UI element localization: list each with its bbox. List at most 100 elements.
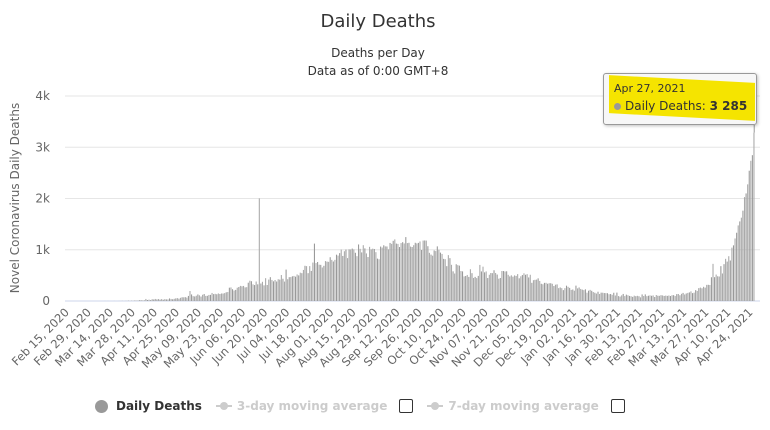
bar [696,290,698,301]
bar [444,259,446,301]
bar [529,274,531,301]
bar [480,271,482,301]
bar [493,270,495,301]
bar [679,295,681,301]
bar [405,237,407,301]
bar [532,280,534,301]
bar [222,293,224,301]
legend-item-3-day-average[interactable]: 3-day moving average [215,399,387,413]
bar [518,278,520,301]
bar [513,275,516,302]
bar [539,280,541,301]
bar [397,243,399,301]
bar [740,217,742,301]
bar [668,295,670,301]
bar [515,275,517,301]
bar [419,241,421,301]
checkbox-7-day-average[interactable] [610,399,625,413]
bar [291,276,293,301]
bar [367,257,369,301]
bar [359,248,361,301]
bar [677,293,679,301]
bar [214,293,216,301]
bar [712,263,714,301]
bar [567,286,569,301]
bar [150,300,152,301]
bar [721,273,723,301]
bar [583,290,585,301]
bar [589,289,591,301]
bar [362,245,364,301]
bar [646,296,648,301]
bar [662,295,664,301]
bar [365,253,367,301]
bar [326,261,328,301]
bar [417,242,419,301]
bar [718,276,720,301]
bar [498,278,500,301]
bar [635,296,637,301]
bar [369,246,371,301]
legend-item-7-day-average[interactable]: 7-day moving average [427,399,599,413]
bar [458,265,460,301]
bar [318,264,320,301]
bar [548,283,550,301]
bar [187,295,189,301]
legend-dot-icon [95,399,108,413]
bar [633,295,635,301]
bar [647,295,649,301]
bar [383,245,385,301]
bar [473,277,475,301]
bar [167,299,169,301]
bar [621,295,623,301]
bar [614,295,616,301]
bar [424,240,426,301]
tooltip-row: Daily Deaths: 3 285 [614,99,747,113]
bar [547,283,549,301]
bar [534,279,536,301]
bar [591,290,593,301]
bar [387,249,390,301]
bar [337,255,339,301]
bar [660,295,662,301]
bar [331,259,333,301]
bar [669,296,672,301]
bar [364,248,366,301]
bar [695,290,697,301]
bar [306,266,308,301]
bar [170,298,172,301]
bar [671,295,673,301]
bar [731,247,733,301]
bar [750,160,752,301]
bar [257,284,259,301]
bar [644,294,646,301]
bar [665,295,667,301]
bar [454,273,456,301]
bar [345,249,347,301]
bar [619,296,621,301]
bar [391,243,393,301]
bar [624,296,626,301]
bar [358,244,360,301]
bar [283,281,286,301]
bar [323,265,325,301]
bar [565,285,568,301]
legend-item-daily-deaths[interactable]: Daily Deaths [95,399,202,413]
bar [205,295,207,302]
bar [353,249,355,301]
bar [411,247,413,301]
bar [676,294,678,301]
checkbox-3-day-average[interactable] [399,399,414,413]
bar [288,277,290,301]
bar [282,278,284,301]
bar [320,264,322,301]
bar [734,238,736,301]
bar [600,292,602,301]
bar [280,275,282,301]
bar [540,283,542,301]
bar [613,292,615,301]
bar [536,279,538,301]
bar [545,282,547,301]
bar [507,274,509,301]
bar [726,261,728,301]
